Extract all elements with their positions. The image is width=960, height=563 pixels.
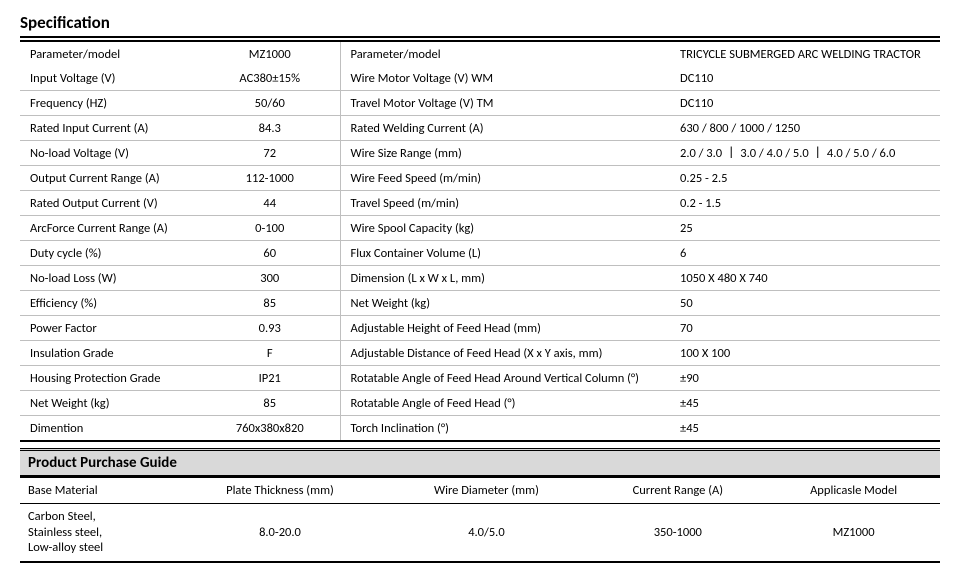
- spec-left-value: IP21: [200, 366, 340, 391]
- spec-left-value: 112-1000: [200, 166, 340, 191]
- spec-right-value: 2.0 / 3.0 丨 3.0 / 4.0 / 5.0 丨 4.0 / 5.0 …: [670, 141, 940, 166]
- spec-right-value: ±90: [670, 366, 940, 391]
- spec-right-param: Travel Motor Voltage (V) TM: [340, 91, 670, 116]
- spec-header-row: Parameter/model MZ1000 Parameter/model T…: [20, 41, 940, 66]
- spec-right-param: Travel Speed (m/min): [340, 191, 670, 216]
- spec-right-value: 70: [670, 316, 940, 341]
- spec-row: No-load Voltage (V)72Wire Size Range (mm…: [20, 141, 940, 166]
- spec-left-value: 84.3: [200, 116, 340, 141]
- spec-right-value: 50: [670, 291, 940, 316]
- spec-right-param: Rotatable Angle of Feed Head (°): [340, 391, 670, 416]
- purchase-guide-table: Base Material Plate Thickness (mm) Wire …: [20, 476, 940, 563]
- spec-left-param: Frequency (HZ): [20, 91, 200, 116]
- spec-row: Rated Input Current (A)84.3Rated Welding…: [20, 116, 940, 141]
- spec-left-param: Power Factor: [20, 316, 200, 341]
- spec-right-value: 0.2 - 1.5: [670, 191, 940, 216]
- guide-col-current: Current Range (A): [588, 477, 767, 504]
- spec-row: Net Weight (kg)85Rotatable Angle of Feed…: [20, 391, 940, 416]
- spec-right-value: 6: [670, 241, 940, 266]
- spec-right-header-param: Parameter/model: [340, 41, 670, 66]
- spec-right-value: DC110: [670, 66, 940, 91]
- spec-right-value: 1050 X 480 X 740: [670, 266, 940, 291]
- spec-left-param: Insulation Grade: [20, 341, 200, 366]
- guide-col-model: Applicasle Model: [767, 477, 940, 504]
- spec-left-value: 300: [200, 266, 340, 291]
- spec-row: Housing Protection GradeIP21Rotatable An…: [20, 366, 940, 391]
- spec-left-param: Rated Input Current (A): [20, 116, 200, 141]
- spec-left-param: Net Weight (kg): [20, 391, 200, 416]
- spec-left-param: Efficiency (%): [20, 291, 200, 316]
- spec-right-header-value: TRICYCLE SUBMERGED ARC WELDING TRACTOR: [670, 41, 940, 66]
- spec-left-value: 72: [200, 141, 340, 166]
- spec-row: Duty cycle (%)60Flux Container Volume (L…: [20, 241, 940, 266]
- spec-left-param: Input Voltage (V): [20, 66, 200, 91]
- guide-header-row: Base Material Plate Thickness (mm) Wire …: [20, 477, 940, 504]
- spec-right-value: 0.25 - 2.5: [670, 166, 940, 191]
- guide-data-row: Carbon Steel,Stainless steel,Low-alloy s…: [20, 504, 940, 562]
- guide-col-thickness: Plate Thickness (mm): [176, 477, 385, 504]
- spec-right-param: Adjustable Height of Feed Head (mm): [340, 316, 670, 341]
- spec-right-value: ±45: [670, 416, 940, 442]
- spec-left-param: Dimention: [20, 416, 200, 442]
- guide-model-cell: MZ1000: [767, 504, 940, 562]
- spec-left-value: 60: [200, 241, 340, 266]
- spec-row: Output Current Range (A)112-1000Wire Fee…: [20, 166, 940, 191]
- spec-right-param: Net Weight (kg): [340, 291, 670, 316]
- spec-left-param: Housing Protection Grade: [20, 366, 200, 391]
- spec-right-param: Adjustable Distance of Feed Head (X x Y …: [340, 341, 670, 366]
- spec-right-value: ±45: [670, 391, 940, 416]
- spec-row: Frequency (HZ)50/60Travel Motor Voltage …: [20, 91, 940, 116]
- guide-wire-cell: 4.0/5.0: [384, 504, 588, 562]
- guide-current-cell: 350-1000: [588, 504, 767, 562]
- spec-left-value: 760x380x820: [200, 416, 340, 442]
- spec-row: Input Voltage (V)AC380±15%Wire Motor Vol…: [20, 66, 940, 91]
- spec-row: Insulation GradeFAdjustable Distance of …: [20, 341, 940, 366]
- spec-left-param: No-load Voltage (V): [20, 141, 200, 166]
- spec-right-param: Flux Container Volume (L): [340, 241, 670, 266]
- spec-right-param: Dimension (L x W x L, mm): [340, 266, 670, 291]
- specification-title: Specification: [20, 12, 940, 38]
- guide-material-cell: Carbon Steel,Stainless steel,Low-alloy s…: [20, 504, 176, 562]
- spec-left-value: 44: [200, 191, 340, 216]
- spec-right-param: Wire Motor Voltage (V) WM: [340, 66, 670, 91]
- spec-row: ArcForce Current Range (A)0-100Wire Spoo…: [20, 216, 940, 241]
- spec-right-value: DC110: [670, 91, 940, 116]
- spec-right-param: Torch Inclination (°): [340, 416, 670, 442]
- spec-row: Power Factor0.93Adjustable Height of Fee…: [20, 316, 940, 341]
- spec-right-value: 630 / 800 / 1000 / 1250: [670, 116, 940, 141]
- spec-left-value: F: [200, 341, 340, 366]
- spec-row: Rated Output Current (V)44Travel Speed (…: [20, 191, 940, 216]
- spec-left-param: Rated Output Current (V): [20, 191, 200, 216]
- spec-right-param: Wire Feed Speed (m/min): [340, 166, 670, 191]
- spec-left-value: 85: [200, 291, 340, 316]
- spec-left-value: 0-100: [200, 216, 340, 241]
- spec-left-value: AC380±15%: [200, 66, 340, 91]
- spec-row: No-load Loss (W)300Dimension (L x W x L,…: [20, 266, 940, 291]
- specification-table: Parameter/model MZ1000 Parameter/model T…: [20, 40, 940, 442]
- spec-left-param: ArcForce Current Range (A): [20, 216, 200, 241]
- spec-left-header-param: Parameter/model: [20, 41, 200, 66]
- spec-left-param: Output Current Range (A): [20, 166, 200, 191]
- spec-left-value: 85: [200, 391, 340, 416]
- spec-right-param: Wire Size Range (mm): [340, 141, 670, 166]
- spec-left-param: No-load Loss (W): [20, 266, 200, 291]
- guide-col-material: Base Material: [20, 477, 176, 504]
- spec-right-param: Rotatable Angle of Feed Head Around Vert…: [340, 366, 670, 391]
- spec-left-param: Duty cycle (%): [20, 241, 200, 266]
- spec-right-value: 25: [670, 216, 940, 241]
- spec-right-value: 100 X 100: [670, 341, 940, 366]
- spec-right-param: Wire Spool Capacity (kg): [340, 216, 670, 241]
- spec-left-header-value: MZ1000: [200, 41, 340, 66]
- spec-right-param: Rated Welding Current (A): [340, 116, 670, 141]
- spec-left-value: 0.93: [200, 316, 340, 341]
- guide-col-wire: Wire Diameter (mm): [384, 477, 588, 504]
- purchase-guide-title: Product Purchase Guide: [20, 448, 940, 476]
- spec-left-value: 50/60: [200, 91, 340, 116]
- spec-row: Efficiency (%)85Net Weight (kg)50: [20, 291, 940, 316]
- guide-thickness-cell: 8.0-20.0: [176, 504, 385, 562]
- spec-row: Dimention760x380x820Torch Inclination (°…: [20, 416, 940, 442]
